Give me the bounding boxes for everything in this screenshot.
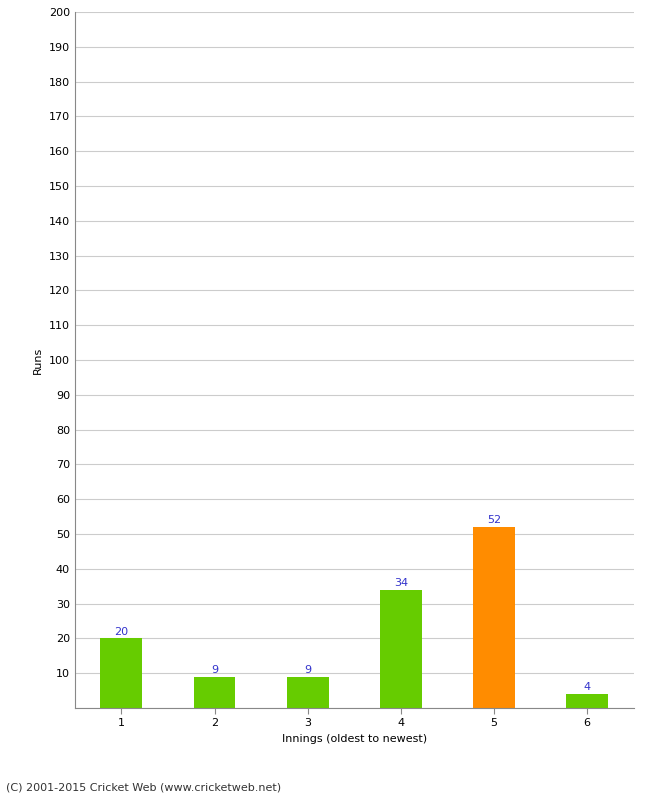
X-axis label: Innings (oldest to newest): Innings (oldest to newest) [281,734,427,744]
Y-axis label: Runs: Runs [33,346,43,374]
Text: 9: 9 [211,665,218,675]
Bar [380,590,422,708]
Text: 34: 34 [394,578,408,588]
Bar [100,638,142,708]
Bar [566,694,608,708]
Bar [287,677,329,708]
Text: 20: 20 [114,626,129,637]
Text: 4: 4 [584,682,591,692]
Bar [194,677,235,708]
Text: (C) 2001-2015 Cricket Web (www.cricketweb.net): (C) 2001-2015 Cricket Web (www.cricketwe… [6,782,281,792]
Text: 9: 9 [304,665,311,675]
Text: 52: 52 [487,515,501,526]
Bar [473,527,515,708]
